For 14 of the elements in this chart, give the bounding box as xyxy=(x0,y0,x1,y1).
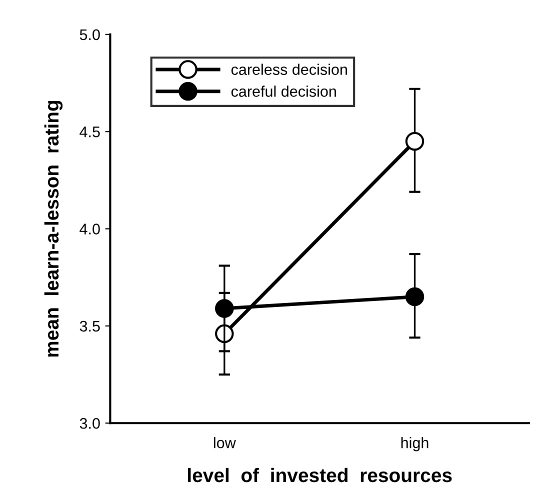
x-axis-title: level of invested resources xyxy=(188,468,452,482)
x-tick-label: high xyxy=(401,437,428,452)
y-tick-label: 4.0 xyxy=(80,224,100,234)
point xyxy=(405,132,424,151)
y-tick-label: 5.0 xyxy=(80,29,100,40)
x-tick-label: low xyxy=(214,437,236,448)
legend-label: careful decision xyxy=(231,86,336,97)
point xyxy=(215,299,234,318)
legend-label: careless decision xyxy=(231,64,347,75)
y-tick-label: 4.5 xyxy=(80,126,100,138)
y-axis-title: mean learn-a-lesson rating xyxy=(44,100,63,357)
point xyxy=(405,287,424,306)
y-tick-label: 3.0 xyxy=(80,418,100,429)
y-tick-label: 3.5 xyxy=(80,320,100,332)
